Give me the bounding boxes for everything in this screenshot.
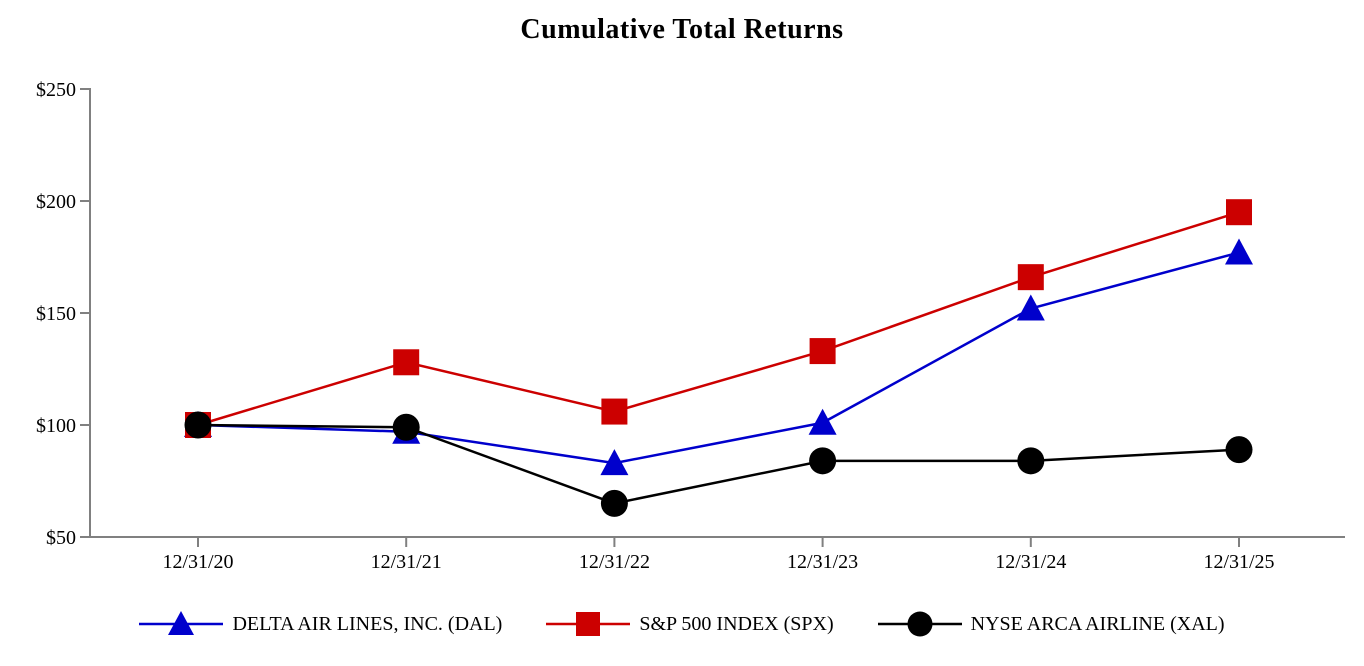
circle-marker [392,413,420,441]
legend-entry-xal: NYSE ARCA AIRLINE (XAL) [877,607,1225,641]
legend-label-dal: DELTA AIR LINES, INC. (DAL) [232,612,503,635]
legend: DELTA AIR LINES, INC. (DAL) S&P 500 INDE… [0,607,1364,641]
triangle-marker [1225,238,1253,265]
triangle-marker [168,611,195,635]
circle-marker [600,489,628,517]
series-line [197,211,1240,427]
triangle-marker [1016,294,1045,321]
circle-marker [1225,436,1253,464]
y-tick-label: $50 [46,527,76,549]
triangle-marker [808,408,837,435]
x-tick-label: 12/31/21 [371,551,442,573]
plot-area: $50 $100 $150 $200 $250 12/31/20 12/31/21 12/31… [36,79,1345,573]
x-tick-label: 12/31/24 [995,551,1066,573]
axes [89,88,1345,538]
legend-entry-dal: DELTA AIR LINES, INC. (DAL) [139,607,502,641]
square-marker [1226,199,1252,226]
square-marker [1017,264,1044,291]
y-tick-label: $150 [36,303,76,325]
square-marker [393,349,420,376]
circle-marker [184,411,212,439]
chart-title: Cumulative Total Returns [520,14,844,45]
y-tick-label: $250 [36,79,76,101]
legend-label-spx: S&P 500 INDEX (SPX) [639,612,834,635]
circle-marker [1017,447,1045,475]
square-marker [601,398,628,425]
x-tick-label: 12/31/22 [579,551,650,573]
circle-marker [907,611,933,637]
series-line [197,251,1240,465]
x-tick-label: 12/31/23 [787,551,858,573]
triangle-marker [600,449,629,476]
legend-label-xal: NYSE ARCA AIRLINE (XAL) [970,612,1225,635]
y-tick-label: $100 [36,415,76,437]
square-marker [576,612,601,636]
square-marker [809,338,836,365]
x-tick-label: 12/31/20 [162,551,233,573]
series-line [197,423,1240,505]
y-tick-label: $200 [36,191,76,213]
circle-marker [809,447,837,475]
dal-line-triangle-swatch [139,611,224,635]
xal-line-circle-swatch [877,611,962,637]
legend-entry-spx: S&P 500 INDEX (SPX) [546,607,834,641]
spx-line-square-swatch [546,612,631,636]
x-tick-label: 12/31/25 [1203,551,1274,573]
